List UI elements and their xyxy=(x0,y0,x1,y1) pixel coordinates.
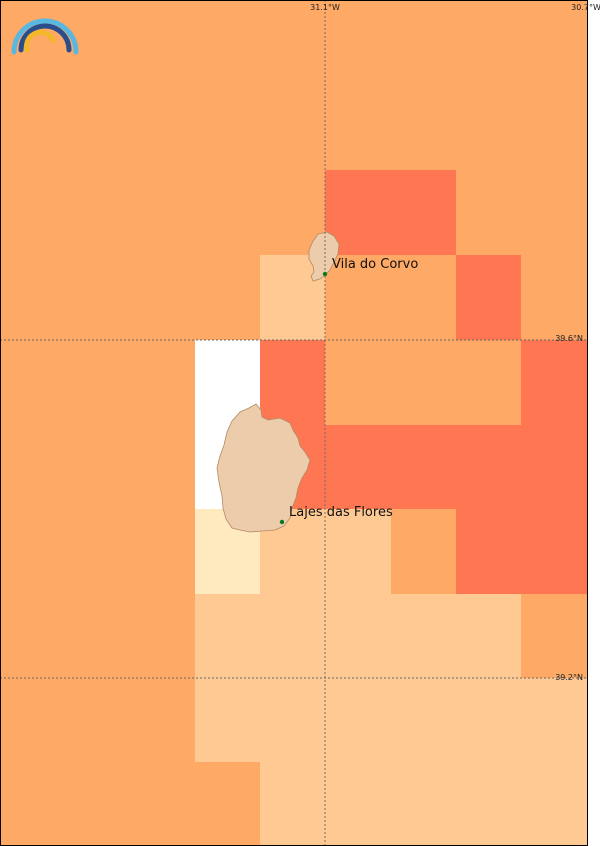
flores-island xyxy=(216,403,311,533)
grid-cell-medium xyxy=(0,509,195,594)
grid-cell-light xyxy=(195,594,521,678)
grid-cell-medium xyxy=(0,678,195,762)
map-right-margin xyxy=(587,0,600,846)
grid-cell-medium xyxy=(0,762,260,846)
corvo-island xyxy=(308,231,340,282)
grid-cell-strong xyxy=(456,255,521,340)
grid-cell-medium xyxy=(0,0,587,85)
vila-do-corvo-marker[interactable] xyxy=(322,271,328,277)
grid-cell-medium xyxy=(0,85,587,170)
grid-cell-medium xyxy=(456,170,587,255)
grid-cell-light xyxy=(195,678,587,762)
grid-cell-medium xyxy=(0,425,195,509)
latitude-label-39-2n: 39.2°N xyxy=(555,673,583,682)
grid-cell-medium xyxy=(0,255,260,340)
longitude-label-30-7w: 30.7°W xyxy=(571,3,600,12)
grid-cell-medium xyxy=(521,594,587,678)
longitude-label-31-1w: 31.1°W xyxy=(310,3,340,12)
grid-cell-medium xyxy=(521,255,587,340)
grid-cell-medium xyxy=(325,255,456,340)
grid-cell-strong xyxy=(521,340,587,425)
lajes-das-flores-marker[interactable] xyxy=(279,519,285,525)
grid-cell-strong xyxy=(260,340,325,425)
grid-cell-strong xyxy=(456,509,587,594)
logo-arc-middle xyxy=(18,23,72,53)
rainbow-logo xyxy=(11,18,79,55)
lajes-das-flores-label: Lajes das Flores xyxy=(289,505,393,520)
grid-cell-medium xyxy=(0,170,325,255)
grid-cell-medium xyxy=(391,509,456,594)
grid-cell-medium xyxy=(325,340,521,425)
grid-cell-medium xyxy=(0,340,195,425)
vila-do-corvo-label: Vila do Corvo xyxy=(332,257,418,272)
grid-cell-strong xyxy=(325,170,456,255)
logo-arc-inner xyxy=(24,29,56,53)
grid-cell-light xyxy=(260,762,587,846)
grid-cell-medium xyxy=(0,594,195,678)
latitude-label-39-6n: 39.6°N xyxy=(555,334,583,343)
grid-cell-strong xyxy=(325,425,587,509)
logo-arc-outer xyxy=(11,18,79,55)
